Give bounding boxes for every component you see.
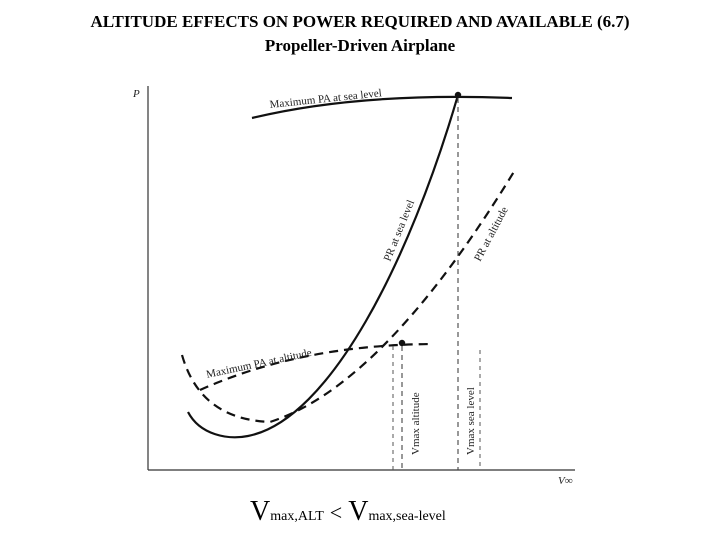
vmax-sl-main: V xyxy=(348,496,369,527)
vmax-alt-sub: max,ALT xyxy=(270,509,324,524)
pr-altitude-label: PR at altitude xyxy=(472,205,511,264)
pa-altitude-label: Maximum PA at altitude xyxy=(205,347,313,381)
pa-sea-level-curve xyxy=(251,95,513,120)
vmax-comparison: Vmax,ALT < Vmax,sea-level xyxy=(250,496,446,533)
title-line-1: ALTITUDE EFFECTS ON POWER REQUIRED AND A… xyxy=(90,12,630,31)
intersection-sea-level xyxy=(454,91,462,99)
pa-sea-level-label: Maximum PA at sea level xyxy=(269,87,382,111)
y-axis-label: P xyxy=(132,88,140,100)
title-line-2: Propeller-Driven Airplane xyxy=(264,36,456,55)
pa-altitude-curve xyxy=(199,342,433,392)
pr-sea-level-curve xyxy=(187,94,460,439)
pr-altitude-curve xyxy=(180,169,516,424)
vmax-altitude-label: Vmax altitude xyxy=(410,392,422,455)
vmax-sl-sub: max,sea-level xyxy=(368,509,446,524)
intersection-altitude xyxy=(398,339,406,347)
vmax-sea-level-label: Vmax sea level xyxy=(465,387,477,455)
vmax-alt-main: V xyxy=(250,496,271,527)
x-axis-label: V∞ xyxy=(558,475,573,487)
less-than: < xyxy=(329,500,343,525)
